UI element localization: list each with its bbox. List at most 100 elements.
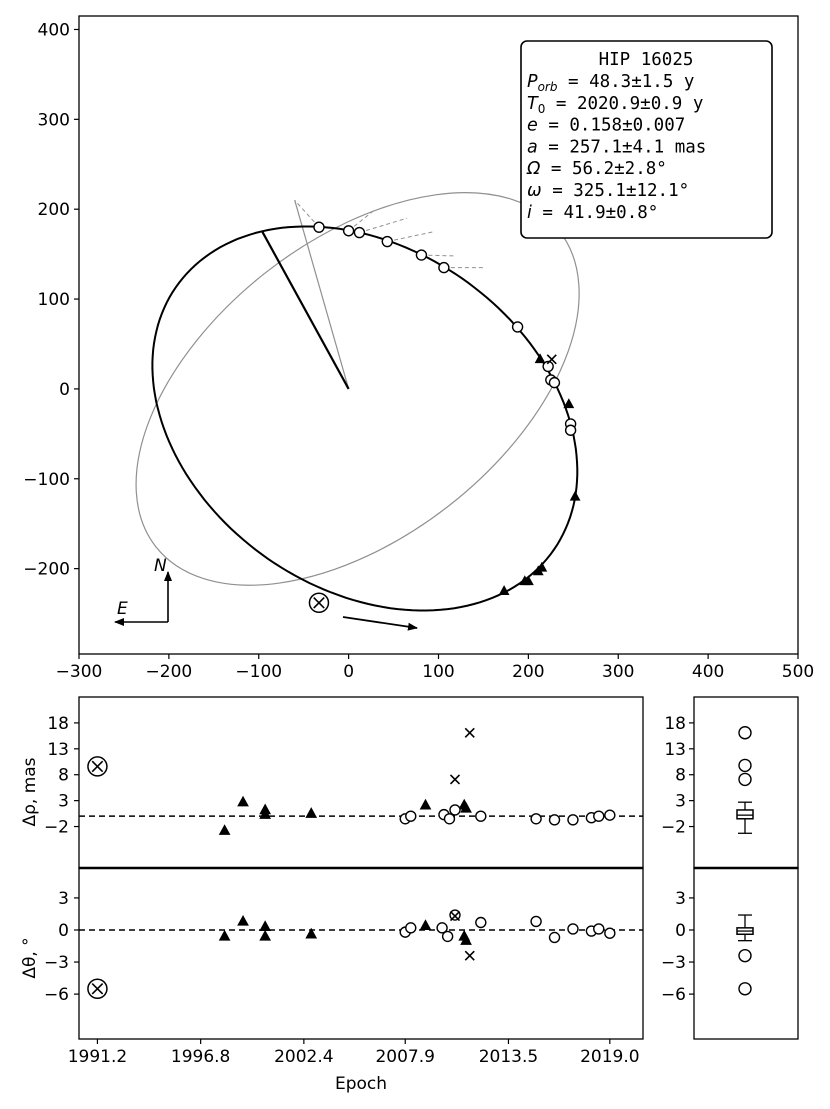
- residual-circle-point: [405, 810, 417, 822]
- residual-circle-point: [548, 931, 561, 944]
- orbit-circle-point: [313, 221, 325, 233]
- orbit-x-tick-label: 300: [602, 662, 634, 682]
- orbit-panel: −300 −200 −100 0 100 200 300 400 500 −200 −100 0 100…: [23, 15, 814, 682]
- residual-cross-point: [464, 727, 475, 738]
- summary-y-tick-label: 0: [675, 921, 686, 941]
- theta-axis-label: Δθ, °: [20, 937, 40, 978]
- residual-cross-point: [449, 911, 461, 922]
- summary-y-tick-label: 13: [664, 740, 686, 760]
- summary-y-tick-label: −2: [661, 818, 686, 838]
- orbit-x-tick-label: 100: [422, 662, 454, 682]
- rho-residual-panel: −2 −2 3 3 8 8 13 13 18 18 Δρ, mas: [20, 696, 799, 869]
- orbit-parameter-line: Porb = 48.3±1.5 y: [527, 72, 694, 94]
- epoch-tick-label: 1991.2: [68, 1047, 127, 1067]
- residual-triangle-point: [259, 808, 272, 819]
- epoch-tick-label: 2007.9: [375, 1047, 434, 1067]
- residual-triangle-point: [237, 914, 249, 926]
- orbit-circle-point: [548, 376, 561, 389]
- orbit-y-tick-label: −200: [23, 560, 70, 580]
- residual-circled-cross-point: [87, 756, 108, 777]
- residual-circled-cross-point: [87, 978, 108, 1000]
- summary-box-plot: [736, 914, 754, 942]
- residual-cross-point: [464, 950, 475, 961]
- residual-y-tick-label: 3: [58, 792, 69, 812]
- residual-triangle-point: [419, 919, 432, 930]
- orbit-triangle-point: [569, 490, 581, 501]
- orbit-y-tick-label: 0: [59, 380, 70, 400]
- compass: N E: [114, 556, 172, 626]
- residual-circle-point: [567, 923, 579, 935]
- residual-y-tick-label: 0: [58, 921, 69, 941]
- orbit-circle-point: [342, 225, 355, 237]
- epoch-tick-label: 1996.8: [171, 1047, 230, 1067]
- orbit-circle-point: [564, 424, 577, 436]
- motion-direction-arrow: [342, 616, 418, 631]
- residual-circle-point: [441, 930, 454, 943]
- orbit-y-tick-label: −100: [23, 470, 70, 490]
- summary-y-tick-label: 3: [675, 792, 686, 812]
- orbit-parameters-box: HIP 16025 Porb = 48.3±1.5 yT0 = 2020.9±0…: [520, 40, 773, 239]
- orbit-x-tick-label: −100: [235, 662, 282, 682]
- orbit-circle-point: [381, 235, 393, 248]
- summary-y-tick-label: 8: [675, 766, 686, 786]
- orbit-circled-cross-point: [308, 592, 330, 614]
- residual-y-tick-label: −2: [44, 818, 69, 838]
- summary-y-tick-label: −3: [661, 953, 686, 973]
- orbit-x-tick-label: 400: [692, 662, 724, 682]
- residual-circle-point: [530, 915, 542, 928]
- orbit-parameter-line: a = 257.1±4.1 mas: [527, 137, 706, 157]
- theta-frame: [78, 867, 644, 1040]
- residual-circle-point: [567, 814, 579, 826]
- orbit-y-tick-label: 100: [38, 290, 70, 310]
- orbit-circle-point: [542, 360, 554, 373]
- theta-residual-panel: −6 −6 −3 −3 0 0 3 3 1991.2 1996.8 2002.4 2007.9 2013…: [20, 866, 799, 1094]
- residual-y-tick-label: −3: [44, 953, 69, 973]
- epoch-tick-label: 2002.4: [274, 1047, 333, 1067]
- residual-triangle-point: [218, 824, 231, 835]
- orbit-triangle-point: [563, 398, 575, 409]
- orbit-circle-point: [511, 321, 524, 333]
- orbit-circle-point: [415, 249, 428, 261]
- orbit-y-tick-label: 200: [38, 200, 70, 220]
- orbit-cross-point: [546, 354, 557, 365]
- orbit-circle-point: [438, 261, 450, 274]
- orbit-triangle-point: [532, 565, 544, 576]
- orbit-x-tick-label: −300: [56, 662, 103, 682]
- orbit-ellipse: [151, 225, 579, 612]
- summary-outlier-point: [738, 758, 752, 773]
- summary-outlier-point: [738, 726, 752, 740]
- summary-outlier-point: [738, 982, 752, 996]
- orbit-triangle-point: [519, 575, 531, 586]
- residual-circle-point: [443, 813, 456, 825]
- residual-y-tick-label: 8: [58, 766, 69, 786]
- orbit-parameter-line: T0 = 2020.9±0.9 y: [527, 94, 703, 116]
- residual-y-tick-label: 13: [47, 740, 69, 760]
- residual-circle-point: [593, 810, 605, 822]
- compass-east-label: E: [117, 599, 128, 619]
- summary-box-plot: [736, 801, 754, 834]
- residual-circle-point: [548, 814, 561, 826]
- previous-periastron-line: [294, 200, 350, 390]
- orbit-triangle-point: [498, 585, 510, 595]
- residual-triangle-point: [218, 929, 231, 941]
- residual-circle-point: [449, 804, 461, 816]
- orbit-circle-point: [353, 226, 366, 239]
- residual-circle-point: [405, 922, 417, 934]
- orbit-x-tick-label: 500: [782, 662, 814, 682]
- orbit-parameter-line: Ω = 56.2±2.8°: [526, 159, 667, 179]
- residual-y-tick-label: 3: [58, 889, 69, 909]
- residual-circle-point: [593, 923, 605, 935]
- residual-triangle-point: [419, 798, 432, 810]
- periastron-line: [261, 230, 350, 390]
- residual-y-tick-label: −6: [44, 985, 69, 1005]
- residual-circle-point: [604, 809, 616, 821]
- orbit-y-tick-label: 300: [38, 110, 70, 130]
- residual-triangle-point: [305, 927, 318, 939]
- residual-triangle-point: [460, 934, 472, 945]
- residual-circle-point: [436, 922, 448, 934]
- summary-y-tick-label: 18: [664, 714, 686, 734]
- orbit-y-tick-label: 400: [38, 20, 70, 40]
- summary-y-tick-label: 3: [675, 889, 686, 909]
- rho-axis-label: Δρ, mas: [20, 757, 40, 826]
- residual-y-tick-label: 18: [47, 714, 69, 734]
